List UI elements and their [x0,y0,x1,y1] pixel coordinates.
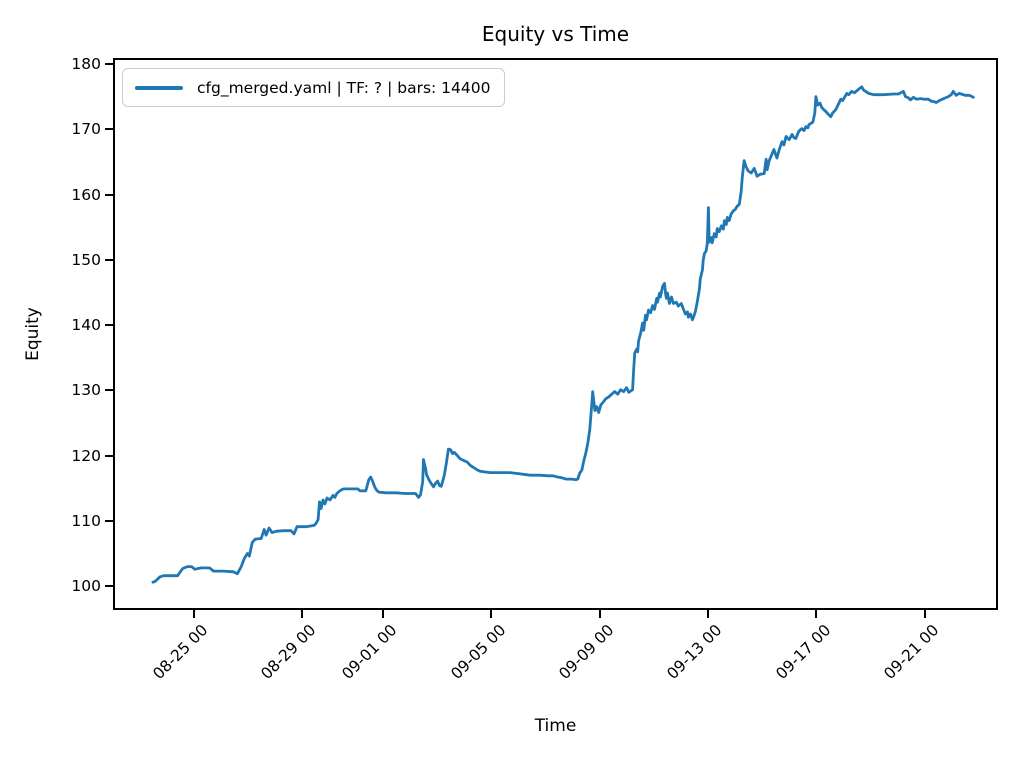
x-tick-mark [192,610,195,618]
x-tick-mark [815,610,818,618]
legend-box: cfg_merged.yaml | TF: ? | bars: 14400 [122,68,506,107]
x-tick-label: 09-21 00 [880,621,943,684]
y-tick-label: 130 [71,381,101,400]
y-tick-mark [105,519,113,522]
plot-area [113,58,998,610]
y-tick-label: 150 [71,250,101,269]
x-tick-mark [598,610,601,618]
x-tick-label: 09-17 00 [772,621,835,684]
y-tick-label: 180 [71,54,101,73]
x-tick-mark [923,610,926,618]
y-tick-mark [105,193,113,196]
x-axis-label: Time [534,716,577,736]
y-tick-mark [105,258,113,261]
legend-line-swatch [135,85,183,90]
y-tick-label: 170 [71,120,101,139]
x-tick-label: 09-05 00 [447,621,510,684]
x-tick-mark [490,610,493,618]
equity-curve-svg [151,85,975,584]
y-tick-label: 120 [71,446,101,465]
y-tick-mark [105,454,113,457]
y-tick-mark [105,389,113,392]
x-tick-label: 09-13 00 [663,621,726,684]
y-tick-mark [105,62,113,65]
x-tick-label: 09-01 00 [338,621,401,684]
x-tick-label: 08-25 00 [149,621,212,684]
equity-line-series [151,85,975,584]
y-tick-label: 160 [71,185,101,204]
y-tick-mark [105,324,113,327]
x-tick-mark [382,610,385,618]
legend-label: cfg_merged.yaml | TF: ? | bars: 14400 [197,78,491,97]
x-tick-label: 09-09 00 [555,621,618,684]
y-tick-mark [105,128,113,131]
x-tick-mark [707,610,710,618]
x-tick-label: 08-29 00 [257,621,320,684]
y-tick-label: 100 [71,577,101,596]
y-tick-mark [105,585,113,588]
y-tick-label: 110 [71,511,101,530]
chart-title: Equity vs Time [481,22,630,46]
x-tick-mark [300,610,303,618]
y-tick-label: 140 [71,316,101,335]
